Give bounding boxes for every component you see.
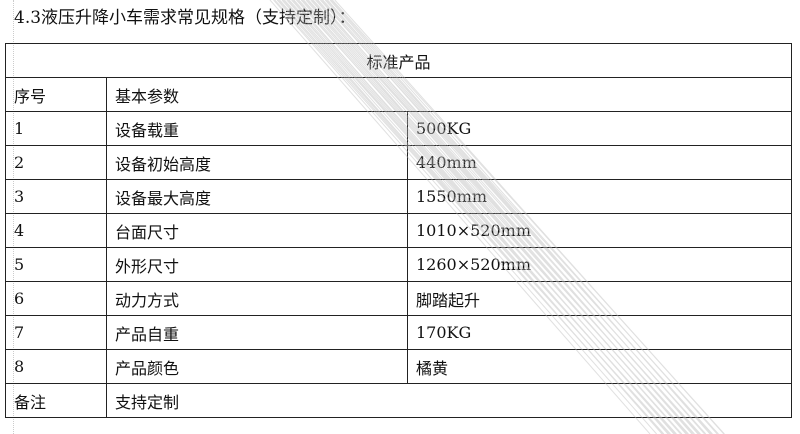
param-value: 440mm <box>407 145 792 180</box>
param-name: 设备初始高度 <box>106 145 408 180</box>
column-header-no: 序号 <box>5 77 107 112</box>
row-number: 8 <box>5 349 107 384</box>
param-value: 1260×520mm <box>407 247 792 282</box>
table-row: 6 动力方式 脚踏起升 <box>5 281 792 316</box>
table-row: 2 设备初始高度 440mm <box>5 145 792 180</box>
table-row: 8 产品颜色 橘黄 <box>5 349 792 384</box>
param-name: 台面尺寸 <box>106 213 408 248</box>
param-value: 橘黄 <box>407 349 792 384</box>
row-number: 1 <box>5 111 107 146</box>
table-row: 7 产品自重 170KG <box>5 315 792 350</box>
row-number: 6 <box>5 281 107 316</box>
param-value: 170KG <box>407 315 792 350</box>
row-number: 4 <box>5 213 107 248</box>
table-row: 3 设备最大高度 1550mm <box>5 179 792 214</box>
row-number: 5 <box>5 247 107 282</box>
param-value: 1010×520mm <box>407 213 792 248</box>
param-name: 动力方式 <box>106 281 408 316</box>
param-name: 产品自重 <box>106 315 408 350</box>
row-number: 3 <box>5 179 107 214</box>
table-header-row: 标准产品 <box>5 43 792 78</box>
column-header-params: 基本参数 <box>106 77 792 112</box>
param-value: 脚踏起升 <box>407 281 792 316</box>
param-name: 外形尺寸 <box>106 247 408 282</box>
table-row: 1 设备载重 500KG <box>5 111 792 146</box>
row-number: 2 <box>5 145 107 180</box>
table-subheader-row: 序号 基本参数 <box>5 77 792 112</box>
table-header: 标准产品 <box>5 43 792 78</box>
spec-table: 标准产品 序号 基本参数 1 设备载重 500KG 2 设备初始高度 440mm 3 设备最大… <box>5 43 792 418</box>
remark-label: 备注 <box>5 383 107 418</box>
param-name: 设备最大高度 <box>106 179 408 214</box>
remark-value: 支持定制 <box>106 383 792 418</box>
param-name: 产品颜色 <box>106 349 408 384</box>
row-number: 7 <box>5 315 107 350</box>
section-title: 4.3液压升降小车需求常见规格（支持定制）： <box>14 8 356 28</box>
param-name: 设备载重 <box>106 111 408 146</box>
param-value: 1550mm <box>407 179 792 214</box>
remark-row: 备注 支持定制 <box>5 383 792 418</box>
table-row: 4 台面尺寸 1010×520mm <box>5 213 792 248</box>
table-row: 5 外形尺寸 1260×520mm <box>5 247 792 282</box>
param-value: 500KG <box>407 111 792 146</box>
